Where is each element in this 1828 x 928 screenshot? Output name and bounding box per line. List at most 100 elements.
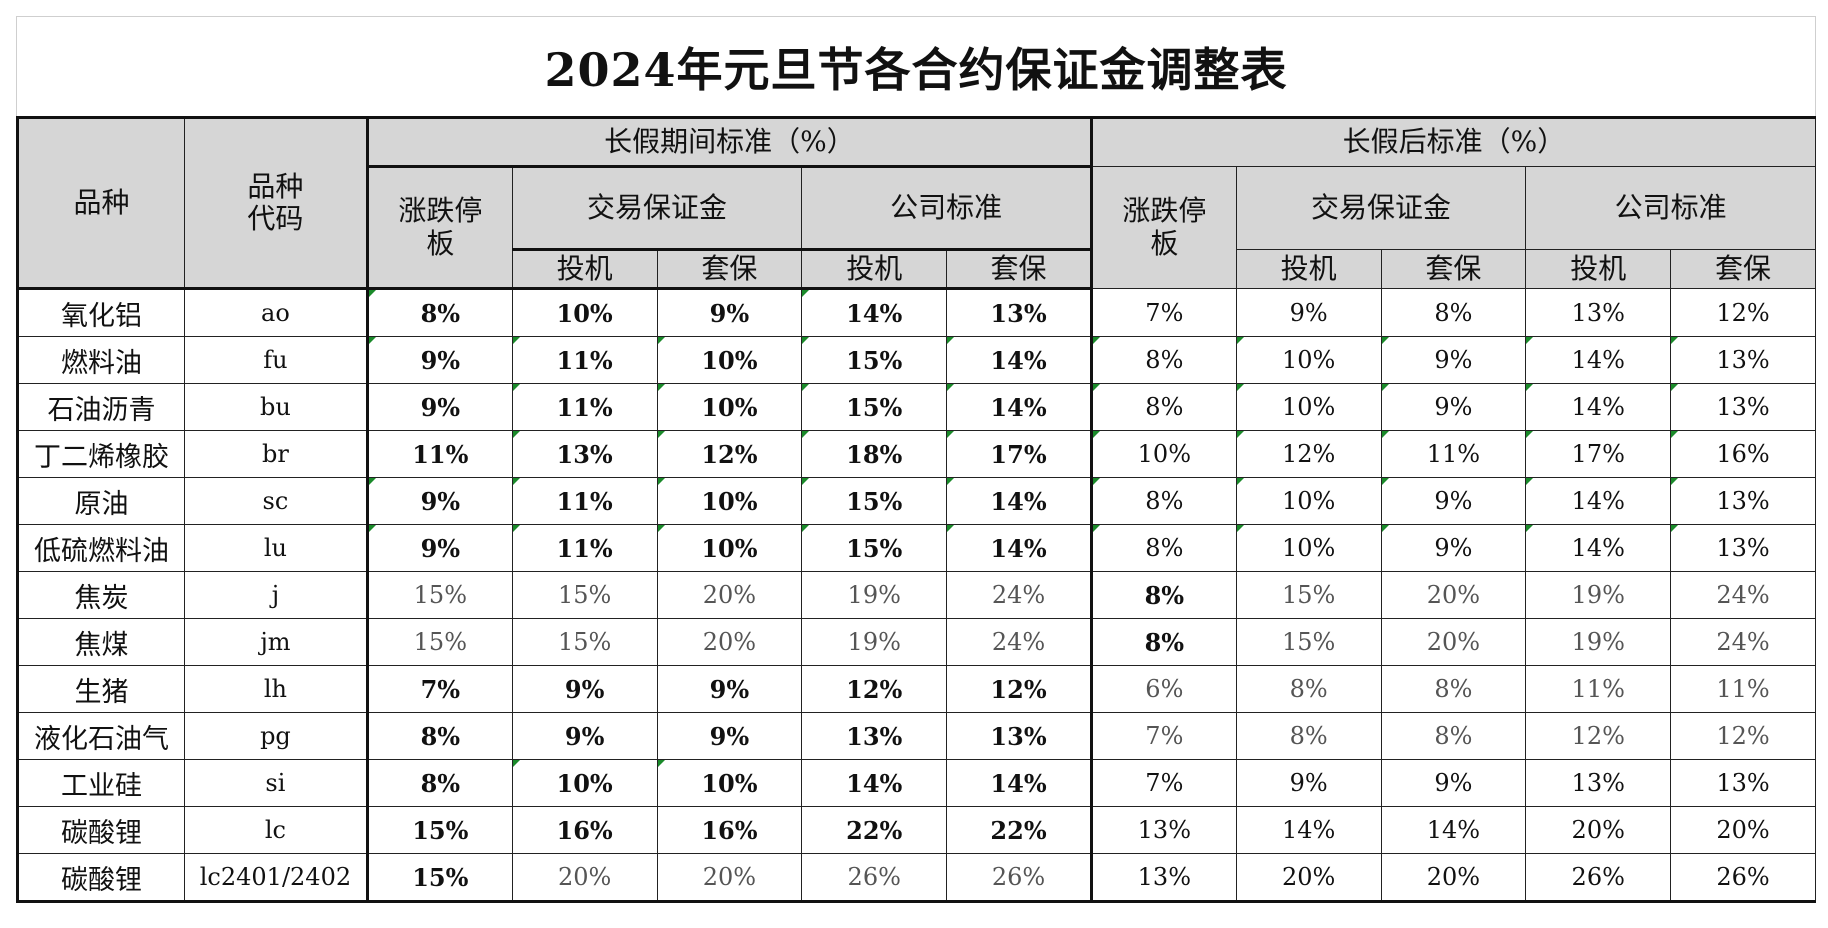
cell-code: pg	[183, 712, 368, 760]
cell-value: 9%	[365, 336, 513, 384]
cell-value: 12%	[1525, 712, 1672, 760]
cell-value: 26%	[1525, 853, 1672, 903]
table-row: 燃料油 fu 9% 11% 10% 15% 14% 8% 10% 9% 14% 13%	[16, 336, 1816, 384]
cell-value: 20%	[1525, 806, 1672, 854]
cell-code: ao	[183, 288, 368, 337]
cell-value: 14%	[801, 759, 948, 807]
cell-value: 11%	[511, 383, 658, 431]
cell-value: 9%	[656, 288, 803, 337]
table-row: 氧化铝 ao 8% 10% 9% 14% 13% 7% 9% 8% 13% 12%	[16, 288, 1816, 337]
cell-value: 22%	[946, 806, 1093, 854]
cell-value: 13%	[1090, 806, 1237, 854]
cell-value: 15%	[801, 524, 948, 572]
cell-value: 11%	[511, 336, 658, 384]
cell-value: 14%	[1525, 524, 1672, 572]
cell-variety: 生猪	[16, 665, 185, 713]
header-after-company-standard: 公司标准	[1525, 166, 1816, 250]
header-holiday-comp-spec: 投机	[801, 249, 948, 290]
cell-variety: 石油沥青	[16, 383, 185, 431]
header-holiday-exch-spec: 投机	[511, 249, 658, 290]
sheet-title: 2024年元旦节各合约保证金调整表	[16, 16, 1816, 116]
cell-value: 10%	[656, 336, 803, 384]
cell-value: 20%	[511, 853, 658, 903]
cell-value: 19%	[801, 618, 948, 666]
cell-value: 20%	[1235, 853, 1382, 903]
header-after-group: 长假后标准（%）	[1090, 116, 1817, 167]
cell-value: 7%	[365, 665, 513, 713]
cell-value: 16%	[1670, 430, 1816, 478]
header-after-exch-hedge: 套保	[1380, 249, 1527, 289]
cell-value: 20%	[656, 571, 803, 619]
cell-code: bu	[183, 383, 368, 431]
cell-value: 9%	[511, 665, 658, 713]
cell-code: lc	[183, 806, 368, 854]
cell-variety: 碳酸锂	[16, 853, 185, 903]
cell-value: 24%	[946, 571, 1093, 619]
cell-variety: 碳酸锂	[16, 806, 185, 854]
cell-code: j	[183, 571, 368, 619]
cell-value: 12%	[1670, 288, 1816, 337]
cell-code: lu	[183, 524, 368, 572]
header-variety: 品种	[16, 116, 185, 290]
header-holiday-comp-hedge: 套保	[946, 249, 1093, 290]
cell-value: 15%	[365, 618, 513, 666]
cell-value: 19%	[801, 571, 948, 619]
cell-value: 17%	[946, 430, 1093, 478]
cell-value: 20%	[656, 853, 803, 903]
cell-value: 12%	[946, 665, 1093, 713]
cell-value: 13%	[1525, 759, 1672, 807]
cell-value: 8%	[1380, 665, 1527, 713]
cell-value: 9%	[1380, 336, 1527, 384]
table-row: 液化石油气 pg 8% 9% 9% 13% 13% 7% 8% 8% 12% 12%	[16, 712, 1816, 760]
cell-value: 15%	[365, 806, 513, 854]
cell-value: 12%	[656, 430, 803, 478]
cell-value: 7%	[1090, 712, 1237, 760]
cell-value: 20%	[1380, 618, 1527, 666]
cell-value: 8%	[1090, 618, 1237, 666]
cell-value: 10%	[1235, 524, 1382, 572]
cell-value: 14%	[946, 336, 1093, 384]
cell-value: 12%	[1235, 430, 1382, 478]
table-row: 低硫燃料油 lu 9% 11% 10% 15% 14% 8% 10% 9% 14% 13%	[16, 524, 1816, 572]
cell-value: 9%	[1380, 524, 1527, 572]
cell-value: 8%	[1380, 712, 1527, 760]
cell-value: 15%	[1235, 571, 1382, 619]
header-after-limit: 涨跌停板	[1090, 166, 1237, 289]
cell-variety: 丁二烯橡胶	[16, 430, 185, 478]
cell-code: lc2401/2402	[183, 853, 368, 903]
cell-value: 7%	[1090, 288, 1237, 337]
cell-value: 13%	[1670, 477, 1816, 525]
cell-value: 14%	[1235, 806, 1382, 854]
cell-value: 13%	[1090, 853, 1237, 903]
cell-value: 8%	[365, 759, 513, 807]
table-row: 原油 sc 9% 11% 10% 15% 14% 8% 10% 9% 14% 13%	[16, 477, 1816, 525]
cell-value: 9%	[656, 665, 803, 713]
cell-variety: 燃料油	[16, 336, 185, 384]
cell-value: 14%	[946, 383, 1093, 431]
table-row: 生猪 lh 7% 9% 9% 12% 12% 6% 8% 8% 11% 11%	[16, 665, 1816, 713]
cell-value: 9%	[365, 524, 513, 572]
cell-value: 15%	[511, 618, 658, 666]
cell-value: 8%	[1235, 712, 1382, 760]
cell-value: 13%	[946, 712, 1093, 760]
cell-value: 14%	[1380, 806, 1527, 854]
cell-value: 13%	[1670, 383, 1816, 431]
cell-value: 19%	[1525, 618, 1672, 666]
cell-value: 20%	[1670, 806, 1816, 854]
cell-value: 10%	[656, 524, 803, 572]
cell-variety: 液化石油气	[16, 712, 185, 760]
cell-value: 13%	[1525, 288, 1672, 337]
cell-variety: 焦炭	[16, 571, 185, 619]
cell-value: 7%	[1090, 759, 1237, 807]
cell-value: 14%	[946, 524, 1093, 572]
cell-value: 10%	[656, 477, 803, 525]
cell-value: 9%	[1380, 477, 1527, 525]
cell-value: 13%	[1670, 759, 1816, 807]
header-after-comp-spec: 投机	[1525, 249, 1672, 289]
header-holiday-group: 长假期间标准（%）	[365, 116, 1093, 168]
cell-value: 24%	[1670, 571, 1816, 619]
cell-value: 20%	[1380, 571, 1527, 619]
cell-value: 18%	[801, 430, 948, 478]
cell-value: 15%	[801, 383, 948, 431]
cell-value: 20%	[1380, 853, 1527, 903]
